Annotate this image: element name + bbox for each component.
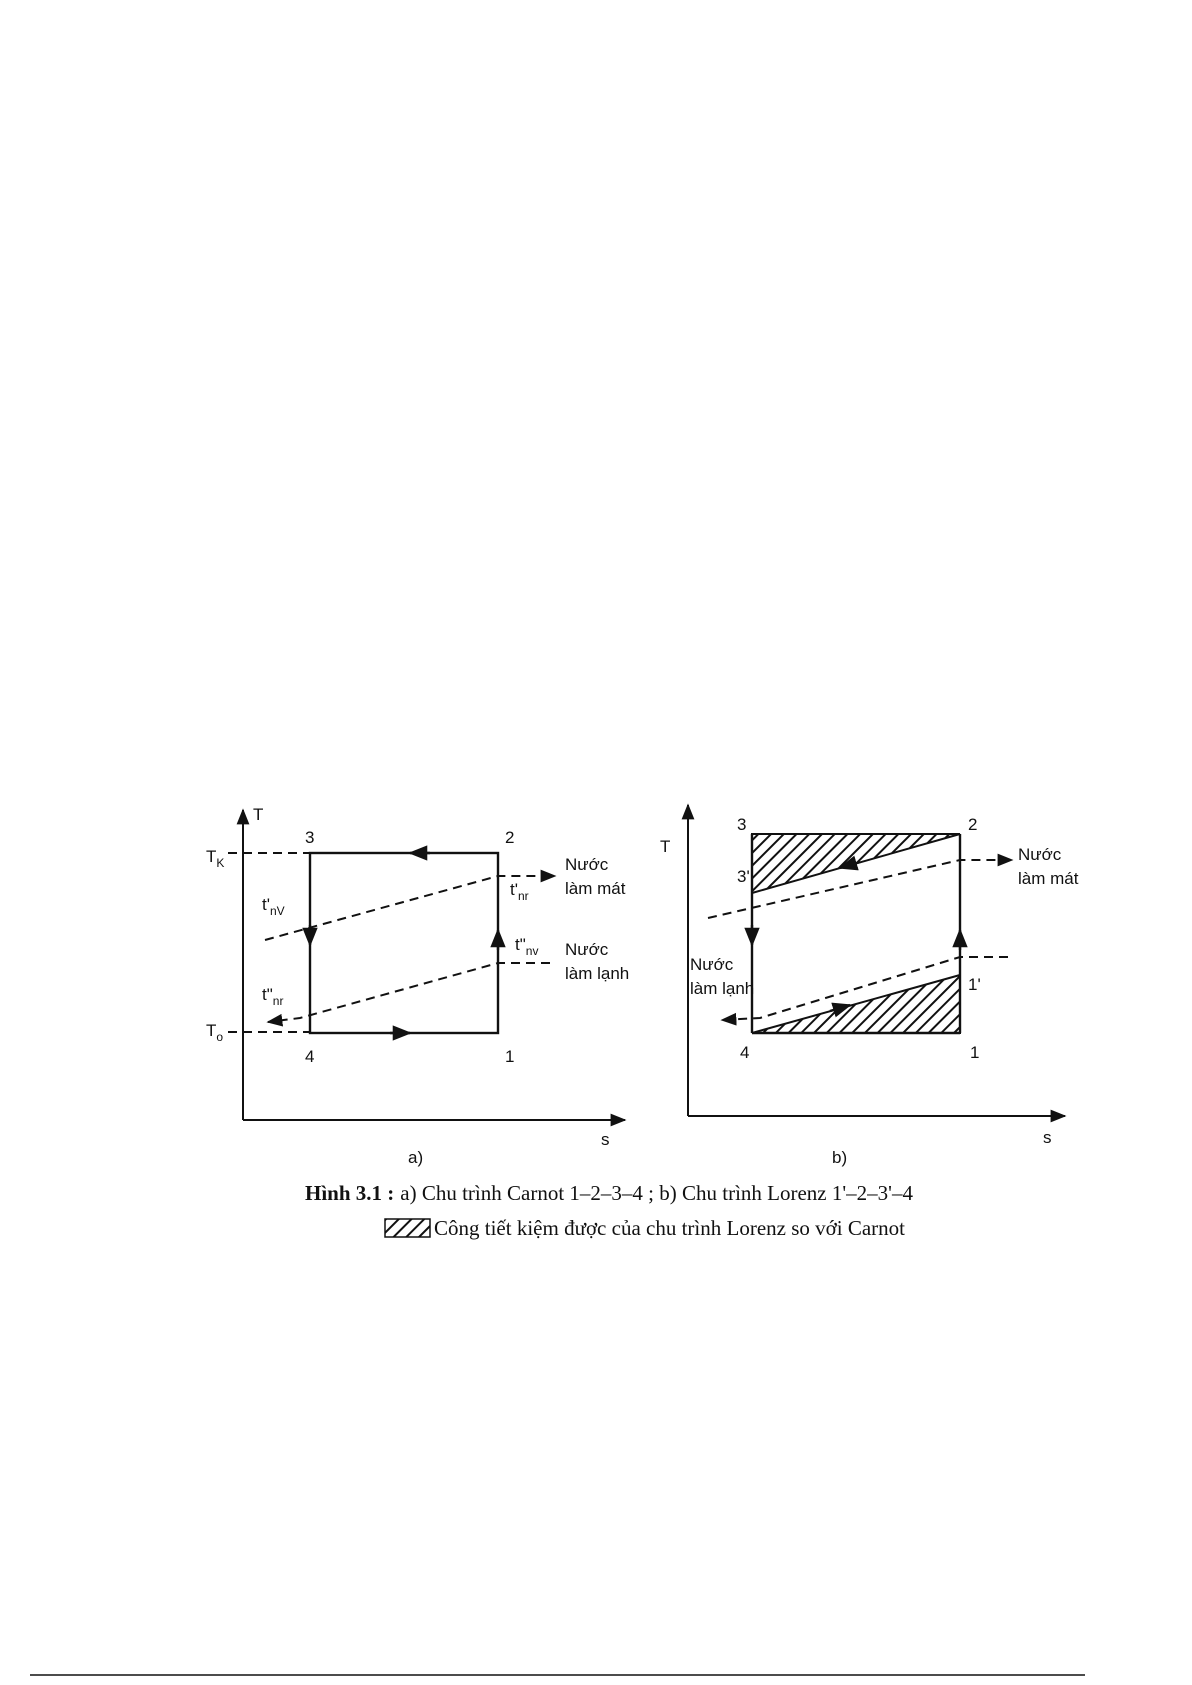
label: làm lạnh: [565, 964, 629, 983]
point: 2: [505, 828, 514, 847]
chilled-water: [266, 962, 550, 1027]
chilled-water: [720, 956, 1008, 1026]
point: 4: [305, 1047, 314, 1066]
label: làm mát: [565, 879, 626, 898]
cycle: [308, 851, 500, 1035]
cooling-water: [707, 853, 1014, 919]
point: 3: [737, 815, 746, 834]
caption-legend: Công tiết kiệm được của chu trình Lorenz…: [434, 1216, 905, 1240]
point: 1: [970, 1043, 979, 1062]
label: t'nV: [262, 895, 285, 918]
panel-tag: b): [832, 1148, 847, 1167]
caption: Hình 3.1 : a) Chu trình Carnot 1–2–3–4 ; …: [305, 1181, 913, 1205]
label: Nước: [1018, 845, 1062, 864]
label: Nước: [565, 855, 609, 874]
label: t'nr: [510, 880, 529, 903]
label: To: [206, 1021, 223, 1044]
point: 2: [968, 815, 977, 834]
point: 1': [968, 975, 981, 994]
panel-b: T s b) 3 2 3' 1' 4 1 Nước làm mát Nước l…: [660, 803, 1079, 1167]
panel-a: T s a) TK To 3 2 4 1 t'nV t'nr t"nv t"nr…: [206, 805, 629, 1167]
axis-label: T: [660, 837, 670, 856]
point: 4: [740, 1043, 749, 1062]
label: Nước: [565, 940, 609, 959]
label: t"nv: [515, 935, 538, 958]
axis-label: s: [1043, 1128, 1052, 1147]
label: làm mát: [1018, 869, 1079, 888]
hatch-bottom: [751, 973, 961, 1034]
point: 3: [305, 828, 314, 847]
legend-swatch: [384, 1218, 431, 1238]
label: làm lạnh: [690, 979, 754, 998]
label: TK: [206, 847, 224, 870]
arrow: [829, 1002, 852, 1018]
cooling-water: [264, 869, 557, 941]
point: 3': [737, 867, 750, 886]
point: 1: [505, 1047, 514, 1066]
arrow: [838, 855, 861, 871]
axis-label: s: [601, 1130, 610, 1149]
label: Nước: [690, 955, 734, 974]
panel-tag: a): [408, 1148, 423, 1167]
label: t"nr: [262, 985, 283, 1008]
axis-label: T: [253, 805, 263, 824]
